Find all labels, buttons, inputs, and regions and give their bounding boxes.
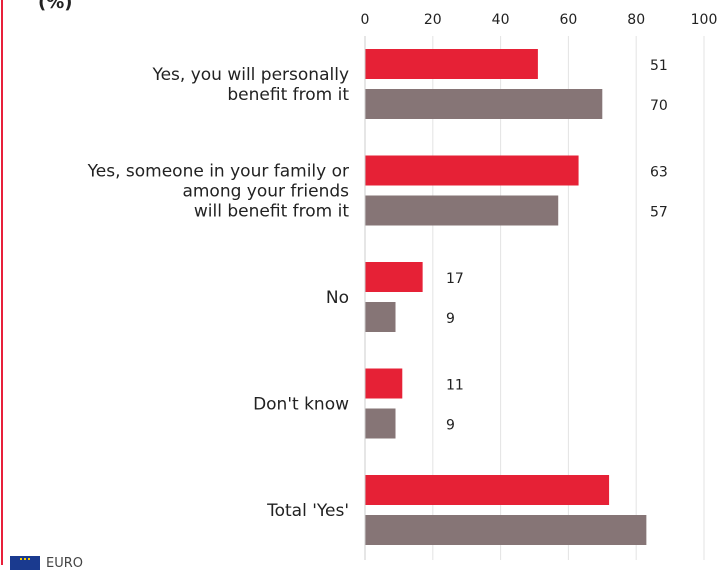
bar <box>365 195 559 226</box>
chart-title-fragment: (%) <box>38 0 73 13</box>
data-label: 70 <box>650 98 668 114</box>
footer-source-text: EURO <box>46 556 83 571</box>
bar <box>365 89 603 119</box>
category-label-line: Yes, you will personally <box>151 65 349 85</box>
category-label-line: Yes, someone in your family or <box>87 162 349 182</box>
category-label: No <box>326 288 349 308</box>
bar <box>365 155 579 186</box>
x-tick-label: 80 <box>627 12 645 28</box>
x-tick-label: 0 <box>361 12 370 28</box>
category-label-line: Total 'Yes' <box>266 501 349 521</box>
category-label-line: No <box>326 288 349 308</box>
category-label: Total 'Yes' <box>266 501 349 521</box>
data-label: 11 <box>446 378 464 394</box>
data-label: 57 <box>650 205 668 221</box>
category-label-line: benefit from it <box>227 85 349 105</box>
data-label: 9 <box>446 311 455 327</box>
bar <box>365 408 396 439</box>
x-tick-label: 100 <box>691 12 717 28</box>
category-label-line: will benefit from it <box>194 202 349 222</box>
bar <box>365 515 647 545</box>
data-label: 51 <box>650 58 668 74</box>
data-label: 17 <box>446 271 464 287</box>
x-tick-label: 60 <box>559 12 577 28</box>
x-tick-label: 20 <box>424 12 442 28</box>
bar <box>365 49 538 79</box>
category-label: Don't know <box>253 395 349 415</box>
data-label: 63 <box>650 165 668 181</box>
eu-flag-icon <box>10 556 40 570</box>
bar <box>365 368 403 399</box>
bar <box>365 475 610 505</box>
left-accent-rule <box>1 0 3 565</box>
category-label-line: among your friends <box>182 182 349 202</box>
category-label-line: Don't know <box>253 395 349 415</box>
data-label: 9 <box>446 418 455 434</box>
x-tick-label: 40 <box>492 12 510 28</box>
bar <box>365 302 396 332</box>
category-label: Yes, someone in your family or among your… <box>87 162 350 222</box>
category-label: Yes, you will personally benefit from it <box>151 65 349 105</box>
bar <box>365 262 423 292</box>
